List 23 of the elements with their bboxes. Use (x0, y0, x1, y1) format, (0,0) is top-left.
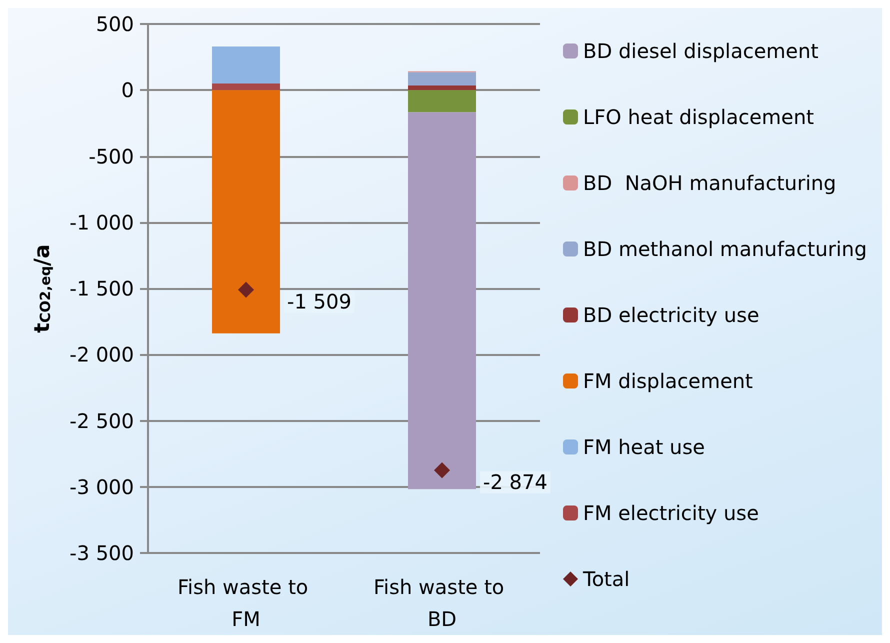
y-tick-label: -2 500 (70, 408, 134, 433)
legend-label: BD methanol manufacturing (583, 237, 867, 261)
legend-label: BD electricity use (583, 303, 760, 327)
legend-label: BD diesel displacement (583, 39, 819, 63)
y-tick-label: -3 000 (70, 474, 134, 499)
y-tick-label: -500 (88, 144, 134, 168)
y-tick-label: -2 000 (70, 342, 134, 367)
x-tick-label: Fish waste to BD (373, 575, 511, 631)
y-axis-title: tCO2,eq/a (30, 244, 54, 333)
legend-label: FM heat use (583, 435, 705, 459)
legend-label: BD NaOH manufacturing (583, 171, 836, 195)
legend-label: Total (582, 567, 630, 591)
data-label: -1 509 (287, 290, 352, 314)
y-tick-label: -1 000 (70, 210, 134, 234)
y-tick-label: 500 (96, 12, 134, 36)
data-label: -2 874 (483, 470, 548, 494)
x-tick-label: Fish waste to FM (177, 575, 315, 631)
legend-label: FM electricity use (583, 501, 759, 525)
y-tick-label: 0 (121, 78, 134, 102)
y-tick-label: -3 500 (70, 541, 134, 565)
legend-label: FM displacement (583, 369, 754, 393)
legend-label: LFO heat displacement (583, 105, 814, 129)
y-tick-label: -1 500 (70, 276, 134, 300)
